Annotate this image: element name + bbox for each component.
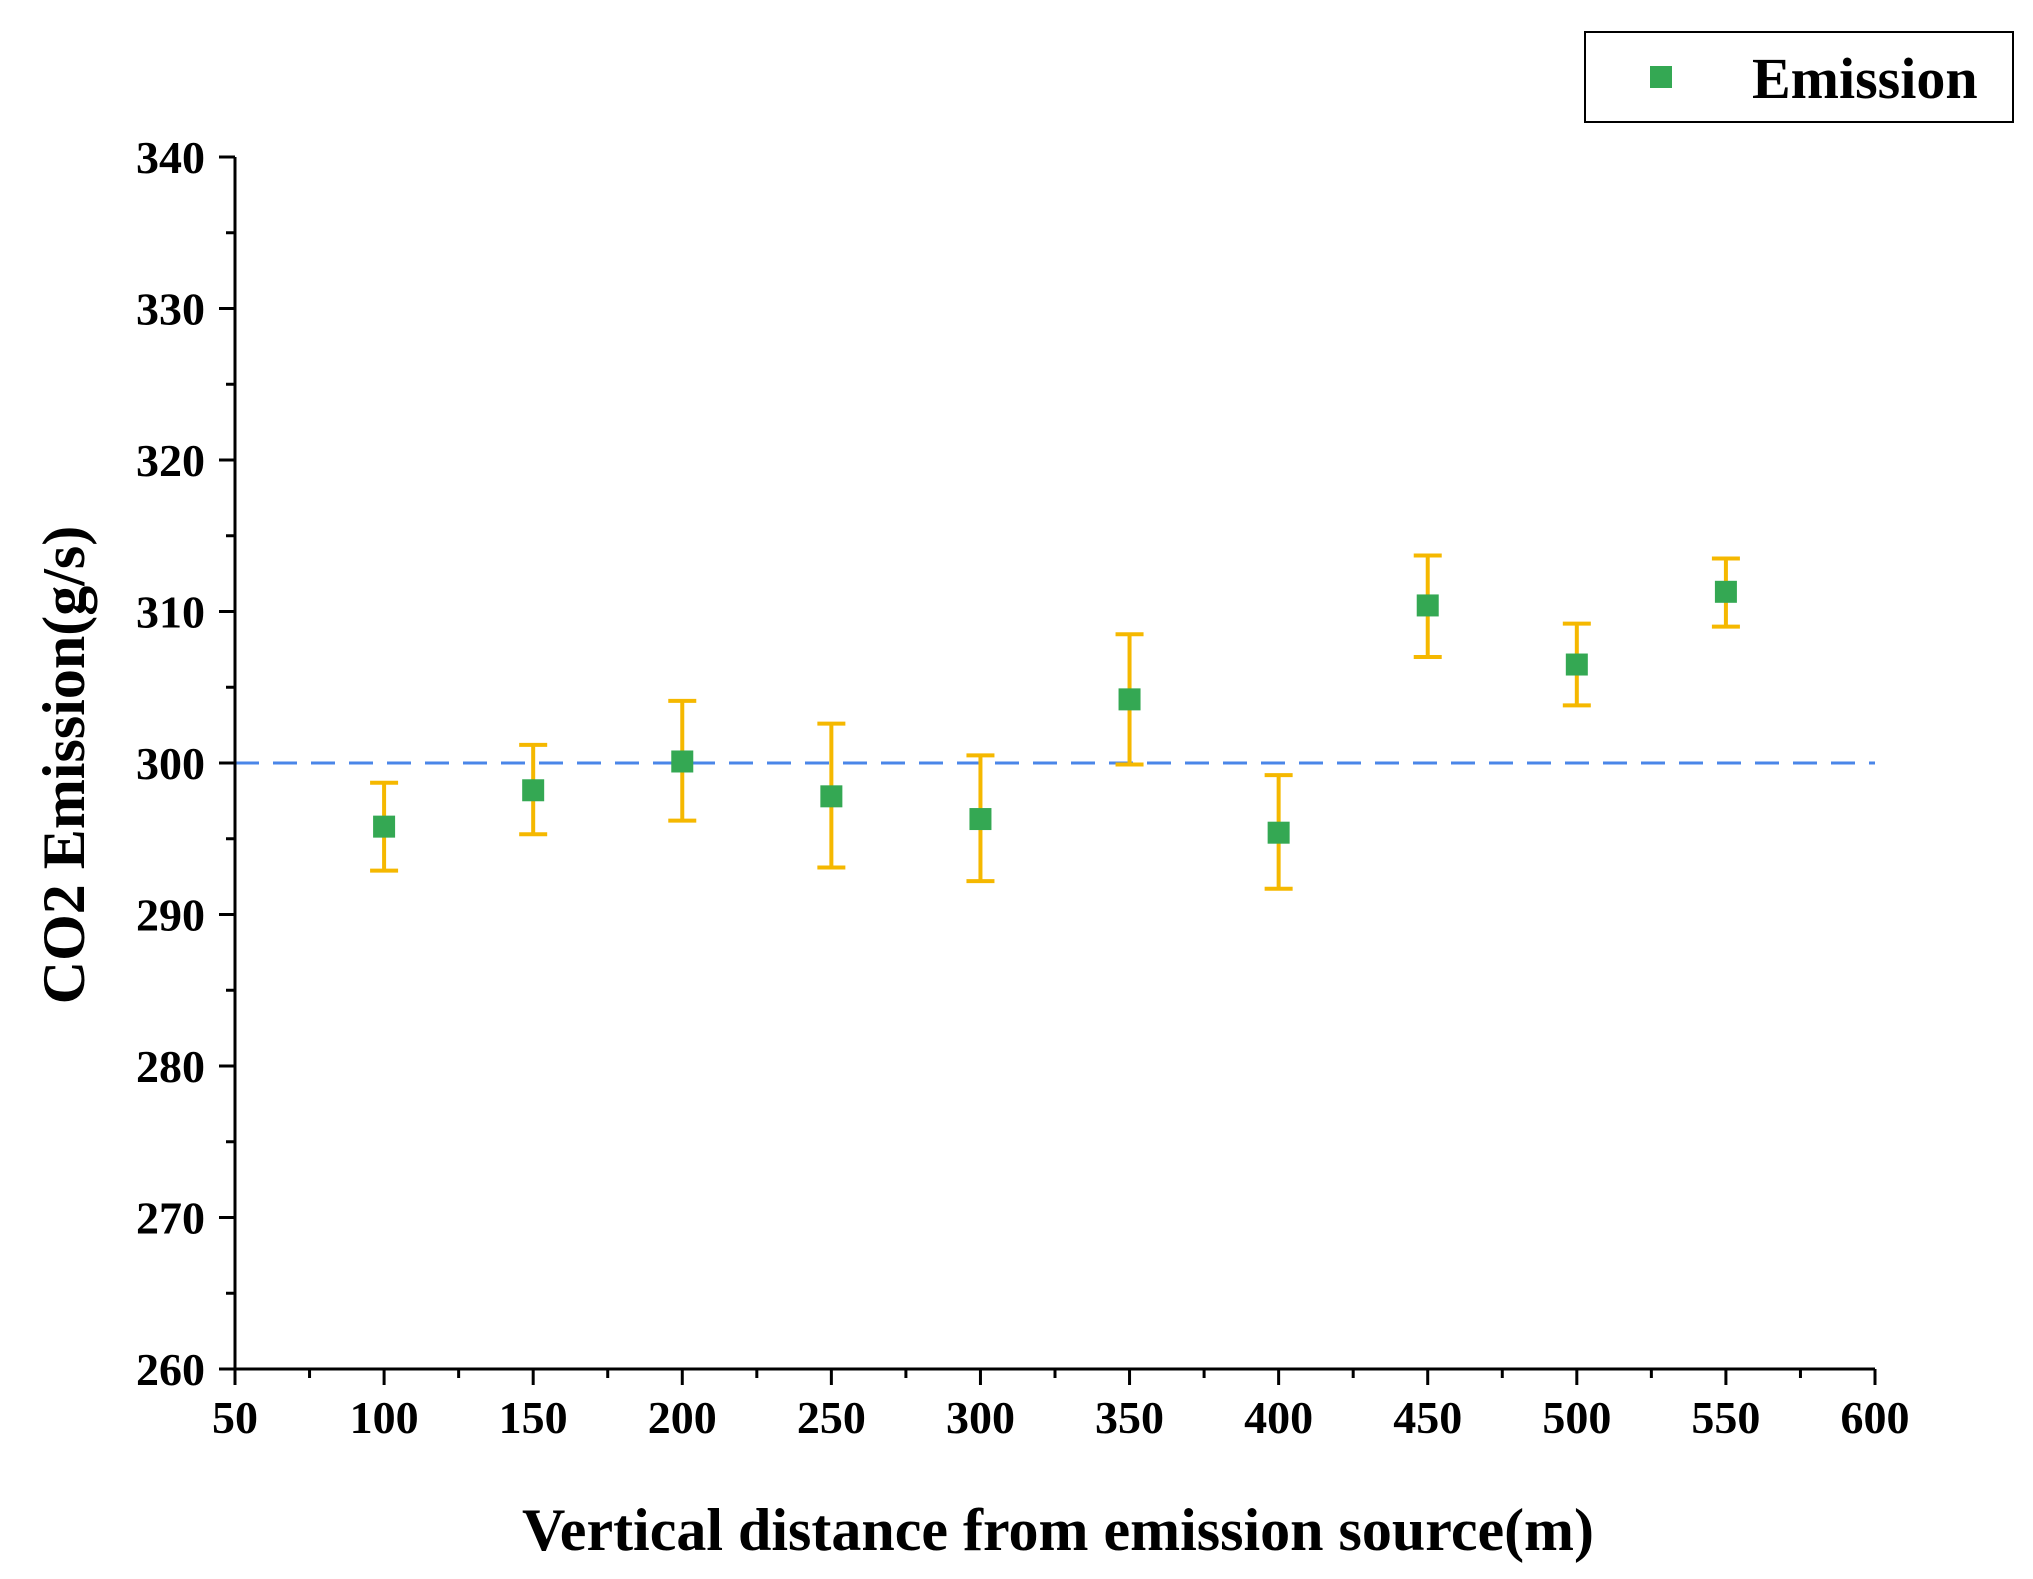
- data-point: [1416, 594, 1439, 617]
- data-point: [969, 808, 992, 831]
- x-tick-label: 400: [1244, 1392, 1313, 1443]
- x-tick-label: 250: [797, 1392, 866, 1443]
- y-tick-label: 260: [136, 1344, 205, 1395]
- data-point: [522, 779, 545, 802]
- x-axis-title: Vertical distance from emission source(m…: [522, 1497, 1594, 1563]
- x-tick-label: 200: [648, 1392, 717, 1443]
- data-points: [370, 553, 1740, 891]
- y-tick-label: 320: [136, 435, 205, 486]
- data-point: [1714, 580, 1737, 603]
- x-tick-label: 600: [1841, 1392, 1910, 1443]
- y-tick-label: 340: [136, 132, 205, 183]
- data-point: [373, 815, 396, 838]
- x-tick-label: 450: [1393, 1392, 1462, 1443]
- y-tick-label: 300: [136, 738, 205, 789]
- y-tick-label: 310: [136, 587, 205, 638]
- y-tick-label: 270: [136, 1193, 205, 1244]
- y-tick-label: 280: [136, 1041, 205, 1092]
- x-tick-label: 150: [499, 1392, 568, 1443]
- y-tick-label: 330: [136, 284, 205, 335]
- legend-marker: [1650, 66, 1672, 88]
- x-tick-label: 550: [1691, 1392, 1760, 1443]
- x-tick-label: 300: [946, 1392, 1015, 1443]
- x-tick-label: 100: [350, 1392, 419, 1443]
- x-tick-label: 50: [212, 1392, 258, 1443]
- y-axis-title: CO2 Emission(g/s): [31, 526, 97, 1004]
- data-point: [1565, 653, 1588, 676]
- data-point: [1267, 821, 1290, 844]
- legend: Emission: [1584, 31, 2014, 123]
- x-tick-label: 350: [1095, 1392, 1164, 1443]
- legend-label: Emission: [1752, 46, 1978, 111]
- x-tick-label: 500: [1542, 1392, 1611, 1443]
- data-point: [820, 785, 843, 808]
- data-point: [671, 750, 694, 773]
- data-point: [1118, 688, 1141, 711]
- y-tick-label: 290: [136, 890, 205, 941]
- ticks: 50 100 150 200 250 300 350 400 450 500 550 600 260 27…: [136, 132, 1910, 1443]
